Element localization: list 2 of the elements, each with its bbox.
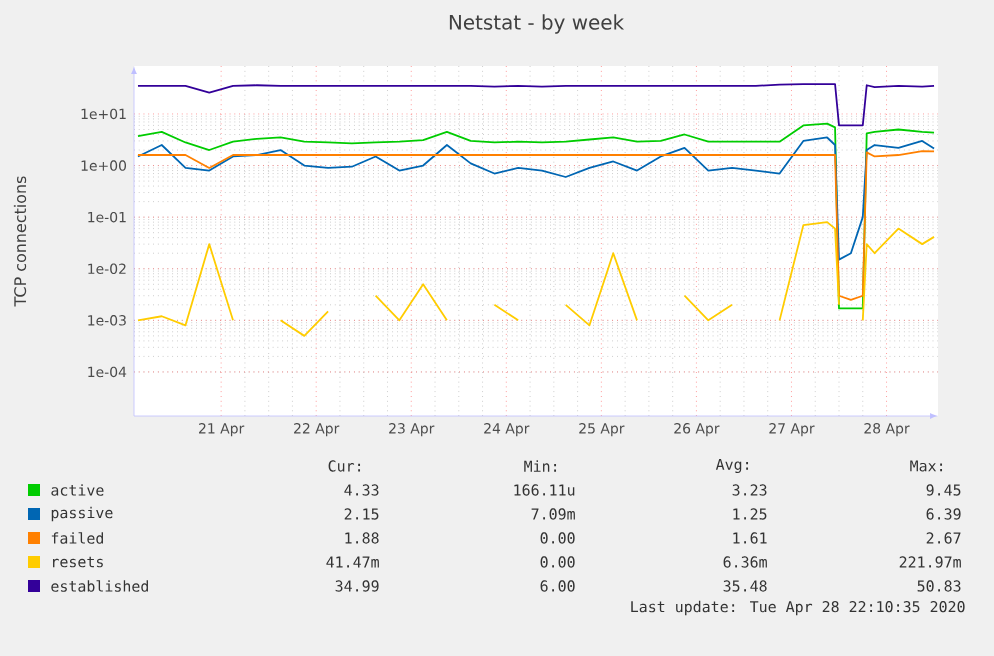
chart-title: Netstat - by week bbox=[449, 14, 625, 34]
line-series bbox=[137, 136, 935, 261]
